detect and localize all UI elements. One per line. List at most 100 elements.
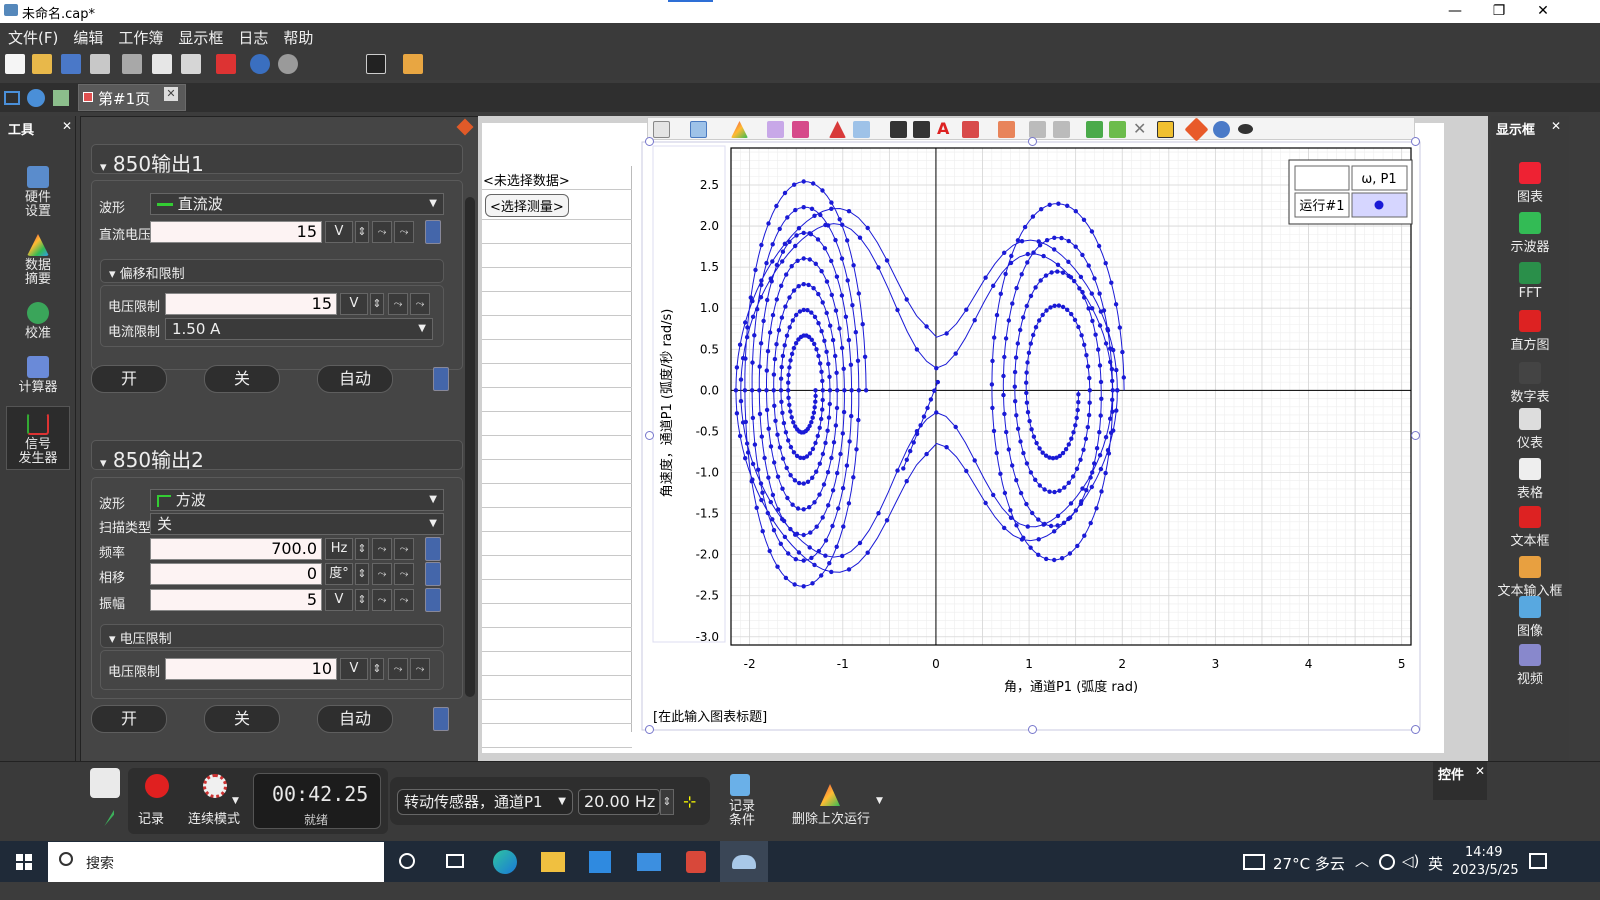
task-view-icon[interactable] (446, 854, 464, 868)
phase-down-icon[interactable]: ⤳ (372, 563, 392, 585)
phase-input[interactable]: 0 (150, 563, 322, 585)
data-point[interactable] (825, 223, 831, 228)
data-point[interactable] (846, 501, 852, 506)
data-point[interactable] (827, 561, 832, 566)
controls-panel-close-icon[interactable]: ✕ (1475, 764, 1486, 778)
data-point[interactable] (801, 179, 806, 184)
clock-date[interactable]: 2023/5/25 (1452, 863, 1519, 878)
data-point[interactable] (1065, 203, 1070, 208)
resize-handle[interactable] (645, 137, 654, 146)
data-point[interactable] (840, 431, 845, 436)
data-point[interactable] (744, 441, 750, 446)
data-point[interactable] (807, 257, 812, 262)
data-point[interactable] (1080, 486, 1085, 491)
data-point[interactable] (744, 335, 750, 340)
data-point[interactable] (1052, 303, 1057, 308)
frequency-stepper[interactable]: ⇕ (355, 538, 369, 560)
data-point[interactable] (994, 450, 999, 456)
data-point[interactable] (1004, 429, 1009, 435)
data-point[interactable] (1055, 523, 1060, 528)
table-row[interactable] (482, 604, 632, 628)
taskbar-search-box[interactable]: 搜索 (48, 842, 384, 882)
connect-points-icon[interactable] (1029, 121, 1046, 138)
data-point[interactable] (782, 241, 788, 246)
data-point[interactable] (1073, 244, 1078, 249)
data-point[interactable] (770, 259, 775, 264)
data-point[interactable] (849, 413, 854, 419)
data-point[interactable] (1036, 517, 1041, 522)
data-point[interactable] (776, 328, 782, 333)
table-row[interactable] (482, 436, 632, 460)
data-point[interactable] (1063, 447, 1069, 452)
notification-icon[interactable] (1529, 853, 1547, 869)
data-point[interactable] (758, 481, 764, 486)
save-icon[interactable] (61, 54, 81, 74)
data-point[interactable] (1092, 461, 1097, 466)
add-plot-icon[interactable] (1086, 121, 1103, 138)
output2-off-button[interactable]: 关 (204, 705, 280, 733)
data-point[interactable] (801, 230, 806, 236)
table-row[interactable] (482, 652, 632, 676)
data-point[interactable] (1057, 453, 1062, 459)
menu-edit[interactable]: 编辑 (73, 29, 104, 47)
dc-down-icon[interactable]: ⤳ (372, 221, 392, 243)
data-point[interactable] (1087, 400, 1092, 405)
data-point[interactable] (1024, 380, 1029, 385)
data-point[interactable] (780, 486, 785, 491)
data-point[interactable] (772, 403, 777, 408)
data-point[interactable] (845, 278, 850, 283)
data-point[interactable] (1098, 466, 1104, 472)
data-point[interactable] (1052, 247, 1057, 252)
data-point[interactable] (1014, 285, 1019, 291)
resize-handle[interactable] (645, 725, 654, 734)
limits-header[interactable]: ▾ 偏移和限制 (100, 259, 444, 283)
data-point[interactable] (839, 293, 845, 298)
data-selection-icon[interactable] (690, 121, 707, 138)
data-point[interactable] (1015, 426, 1021, 431)
data-point[interactable] (1069, 311, 1074, 317)
data-point[interactable] (934, 366, 939, 371)
data-point[interactable] (1044, 238, 1050, 243)
data-point[interactable] (806, 282, 811, 288)
data-point[interactable] (1080, 252, 1085, 258)
data-point[interactable] (801, 584, 806, 589)
data-point[interactable] (1057, 488, 1062, 493)
dc-calc-icon[interactable] (425, 220, 441, 244)
data-point[interactable] (860, 322, 865, 327)
data-series[interactable] (733, 179, 1126, 589)
delete-last-run-label[interactable]: 删除上次运行 (792, 812, 871, 827)
data-point[interactable] (783, 430, 789, 435)
data-point[interactable] (775, 564, 780, 569)
data-point[interactable] (1055, 262, 1061, 267)
active-app-button[interactable] (720, 841, 768, 882)
data-point[interactable] (786, 551, 791, 556)
data-point[interactable] (846, 567, 852, 572)
data-point[interactable] (1092, 276, 1097, 281)
data-point[interactable] (1003, 336, 1009, 341)
data-point[interactable] (785, 215, 790, 220)
data-point[interactable] (759, 242, 764, 248)
data-point[interactable] (850, 303, 855, 308)
data-point[interactable] (815, 433, 820, 439)
data-point[interactable] (904, 457, 909, 462)
data-point[interactable] (1008, 508, 1013, 513)
data-point[interactable] (865, 550, 870, 555)
data-point[interactable] (780, 410, 785, 415)
data-point[interactable] (1081, 447, 1086, 452)
print-icon[interactable] (90, 54, 110, 74)
data-point[interactable] (1098, 379, 1104, 385)
data-point[interactable] (743, 419, 748, 425)
display-item-digits[interactable]: 数字表 (1491, 362, 1569, 405)
data-point[interactable] (770, 242, 775, 247)
data-point[interactable] (829, 292, 834, 298)
data-point[interactable] (771, 388, 776, 393)
data-point[interactable] (808, 232, 814, 237)
data-point[interactable] (792, 478, 798, 483)
voltage-limit-stepper[interactable]: ⇕ (370, 293, 384, 315)
data-point[interactable] (825, 428, 830, 433)
data-point[interactable] (1044, 308, 1049, 313)
vlimit2-up-icon[interactable]: ⤳ (410, 658, 430, 680)
data-point[interactable] (1002, 250, 1007, 255)
data-point[interactable] (749, 479, 754, 484)
data-point[interactable] (857, 540, 863, 546)
